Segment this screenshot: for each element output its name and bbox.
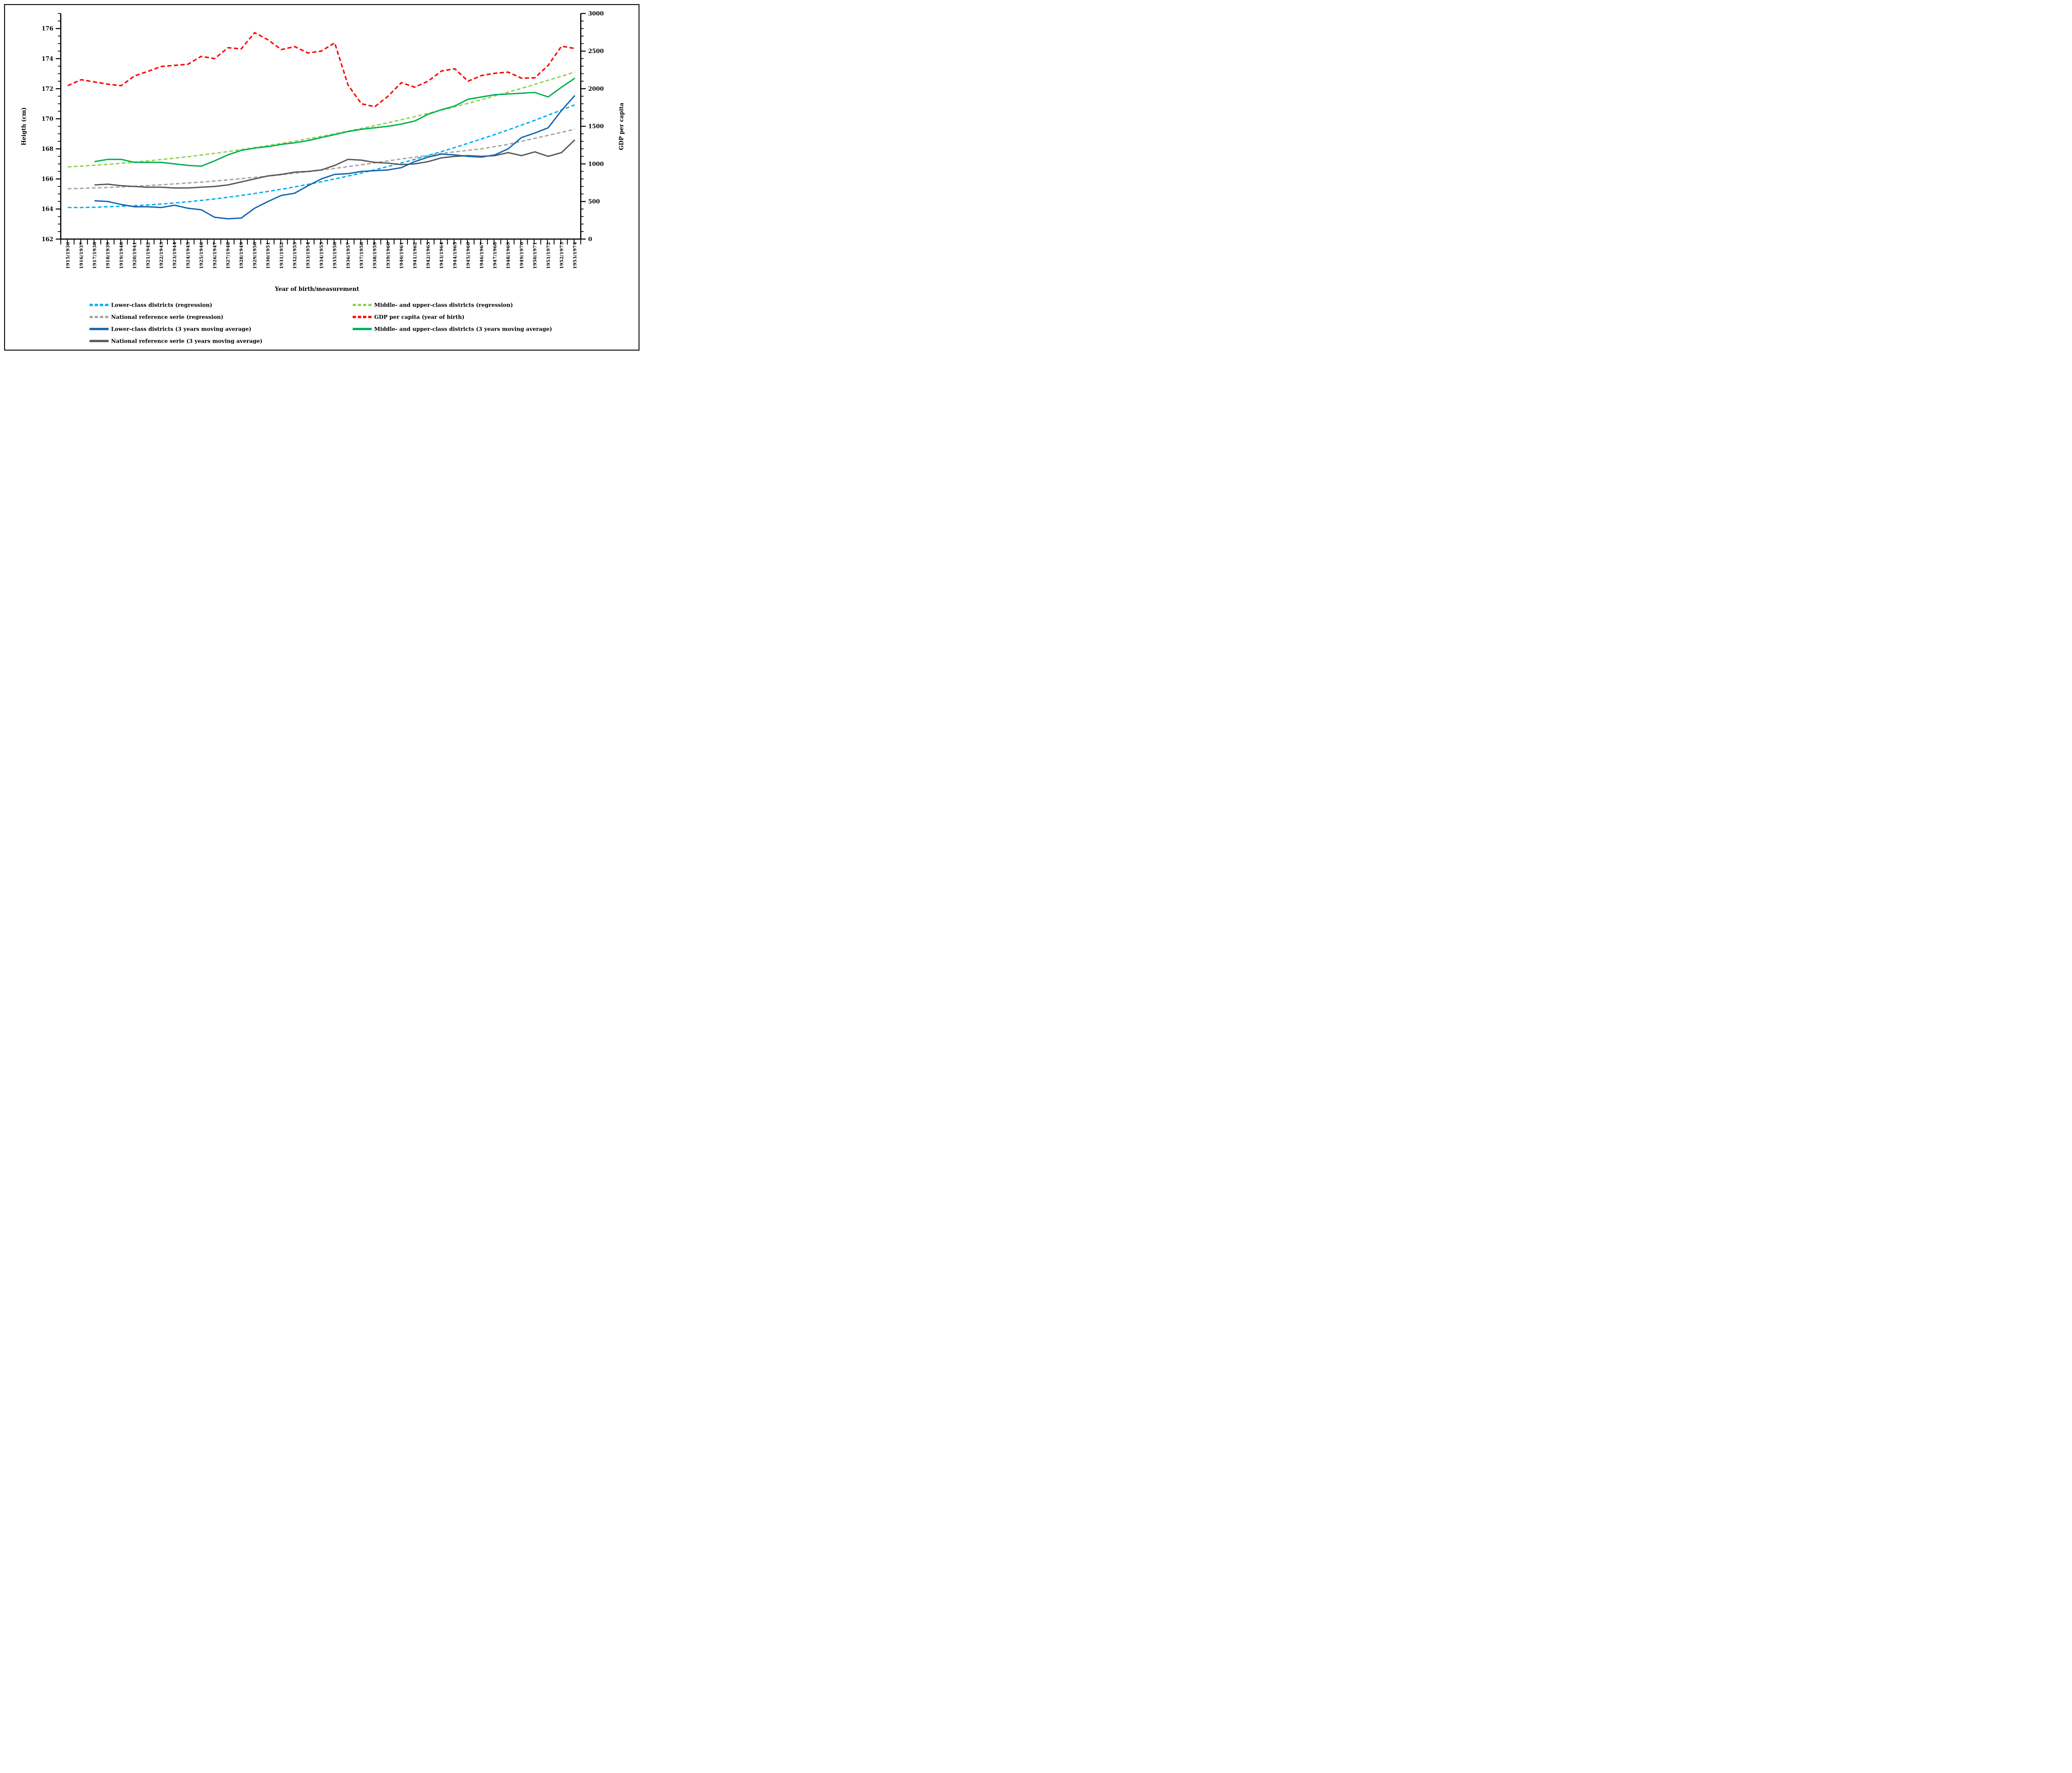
y-axis-right-title: GDP per capita [618,103,625,150]
x-tick-label: 1933/1954 [305,242,311,269]
x-tick-label: 1936/1957 [346,242,351,269]
y-right-tick-label: 2500 [588,48,604,55]
legend-item-lower_mavg: Lower-class districts (3 years moving av… [90,327,252,333]
x-tick-label: 1940/1961 [399,242,404,269]
x-axis: 1915/1936 1916/1937 1917/1938 1918/1939 1919… [60,238,581,269]
legend-label: National reference serie (regression) [111,314,223,321]
x-tick-label: 1923/1944 [172,242,177,269]
x-tick-label: 1935/1956 [332,242,338,269]
x-tick-label: 1920/1941 [132,242,138,269]
x-tick-label: 1950/1971 [533,242,538,269]
y-right-tick-label: 2000 [588,86,604,92]
legend-label: National reference serie (3 years moving… [111,339,262,345]
legend: Lower-class districts (regression) Nation… [90,302,552,345]
legend-item-middle_mavg: Middle- and upper-class districts (3 yea… [353,327,552,333]
x-tick-label: 1930/1951 [266,242,271,269]
x-tick-label: 1946/1967 [479,242,484,269]
x-tick-label: 1924/1945 [185,242,191,269]
chart-figure: 162 164 166 168 170 172 174 176 0 500 1000 1500 2000… [0,0,644,355]
series-line-middle_regression [68,71,575,168]
y-axis-left: 162 164 166 168 170 172 174 176 [41,13,62,243]
y-left-tick-label: 176 [41,26,53,32]
x-tick-label: 1928/1949 [239,242,244,269]
x-tick-label: 1921/1942 [145,242,151,269]
x-tick-label: 1925/1946 [199,242,204,269]
y-left-tick-label: 174 [41,56,53,62]
x-tick-label: 1915/1936 [65,242,71,269]
series-line-lower_regression [68,104,575,208]
y-left-tick-label: 168 [41,146,53,152]
x-tick-label: 1926/1947 [212,242,218,269]
x-tick-label: 1948/1969 [506,242,511,269]
legend-label: Middle- and upper-class districts (regre… [374,302,513,309]
y-left-tick-label: 170 [41,116,53,122]
x-tick-label: 1918/1939 [105,242,111,269]
legend-item-national_regression: National reference serie (regression) [90,314,223,321]
x-tick-label: 1953/1974 [572,242,578,269]
x-tick-label: 1943/1964 [439,242,444,269]
y-right-tick-label: 1500 [588,123,604,130]
series-line-gdp [67,32,575,108]
x-tick-label: 1932/1953 [292,242,298,269]
y-right-tick-label: 1000 [588,161,604,167]
x-tick-label: 1947/1968 [492,242,498,269]
y-axis-left-title: Heigth (cm) [21,107,27,145]
x-tick-label: 1941/1962 [412,242,418,269]
x-tick-label: 1931/1952 [279,242,284,269]
x-tick-label: 1949/1970 [519,242,524,269]
x-tick-label: 1937/1958 [359,242,364,269]
x-tick-label: 1934/1955 [319,242,324,269]
y-right-tick-label: 500 [588,198,600,205]
figure-background [0,0,644,355]
legend-item-lower_regression: Lower-class districts (regression) [90,302,212,309]
y-left-tick-label: 166 [41,176,53,183]
series-line-lower_mavg [94,95,576,220]
y-axis-right: 0 500 1000 1500 2000 2500 3000 [580,10,604,243]
figure-border [4,4,640,351]
plot-area [67,32,576,220]
x-tick-label: 1919/1940 [119,242,124,269]
legend-label: Lower-class districts (3 years moving av… [111,327,252,333]
series-line-national_mavg [94,139,576,189]
x-tick-label: 1929/1950 [252,242,257,269]
x-tick-label: 1951/1972 [546,242,551,269]
x-tick-label: 1916/1937 [79,242,84,269]
y-right-tick-label: 3000 [588,10,604,17]
legend-item-gdp: GDP per capita (year of birth) [353,314,465,321]
x-tick-label: 1917/1938 [92,242,97,269]
x-axis-title: Year of birth/measurement [274,286,359,293]
y-left-tick-label: 164 [41,206,53,213]
y-right-tick-label: 0 [588,236,592,243]
legend-item-national_mavg: National reference serie (3 years moving… [90,339,262,345]
line-chart: 162 164 166 168 170 172 174 176 0 500 1000 1500 2000… [0,0,644,355]
x-tick-label: 1927/1948 [225,242,231,269]
series-line-middle_mavg [94,77,576,167]
x-tick-label: 1922/1943 [159,242,164,269]
y-left-tick-label: 162 [41,236,53,243]
x-tick-label: 1945/1966 [466,242,471,269]
legend-item-middle_regression: Middle- and upper-class districts (regre… [353,302,513,309]
legend-label: GDP per capita (year of birth) [374,314,465,321]
x-tick-label: 1942/1963 [426,242,431,269]
y-left-tick-label: 172 [41,86,53,92]
x-tick-label: 1952/1973 [559,242,564,269]
x-tick-label: 1938/1959 [372,242,378,269]
legend-label: Middle- and upper-class districts (3 yea… [374,327,552,333]
x-tick-label: 1939/1960 [385,242,391,269]
legend-label: Lower-class districts (regression) [111,302,212,309]
x-tick-label: 1944/1965 [452,242,457,269]
